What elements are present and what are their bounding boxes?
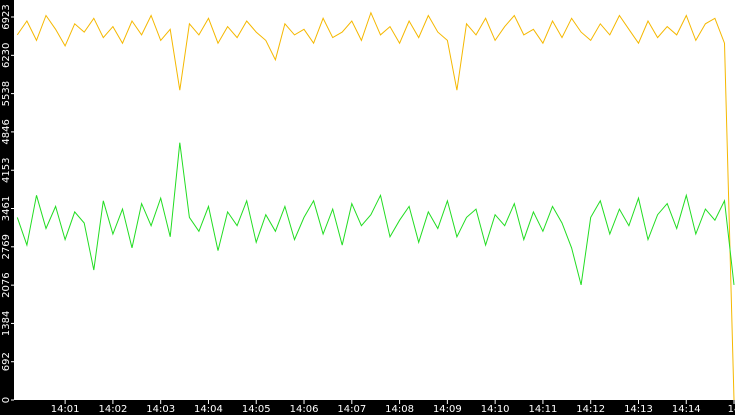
y-tick-label: 2769: [1, 234, 12, 259]
y-tick-label: 2076: [1, 272, 12, 297]
y-tick-label: 4153: [1, 158, 12, 183]
x-tick-label: 14:08: [385, 404, 414, 415]
x-tick-label: 14:13: [624, 404, 653, 415]
x-tick-label: 14:14: [672, 404, 701, 415]
x-tick-label: 14:01: [51, 404, 80, 415]
x-axis-strip: [0, 400, 735, 415]
x-tick-label: 14:10: [481, 404, 510, 415]
x-tick-label: 14:03: [146, 404, 175, 415]
y-tick-label: 6923: [1, 4, 12, 29]
y-tick-label: 692: [1, 352, 12, 371]
x-tick-label: 14:04: [194, 404, 223, 415]
x-tick-label: 14: [728, 404, 735, 415]
y-tick-label: 6230: [1, 43, 12, 68]
x-tick-label: 14:09: [433, 404, 462, 415]
y-tick-label: 1384: [1, 311, 12, 336]
x-tick-label: 14:05: [242, 404, 271, 415]
x-tick-label: 14:06: [290, 404, 319, 415]
x-tick-label: 14:11: [529, 404, 558, 415]
y-tick-label: 4846: [1, 119, 12, 144]
y-tick-label: 0: [1, 397, 12, 403]
x-tick-label: 14:07: [337, 404, 366, 415]
y-tick-label: 5538: [1, 81, 12, 106]
y-axis-strip: [0, 0, 14, 415]
x-tick-label: 14:02: [98, 404, 127, 415]
y-tick-label: 3461: [1, 196, 12, 221]
x-tick-label: 14:12: [576, 404, 605, 415]
series-line: [16, 142, 735, 286]
series-line: [16, 11, 735, 401]
